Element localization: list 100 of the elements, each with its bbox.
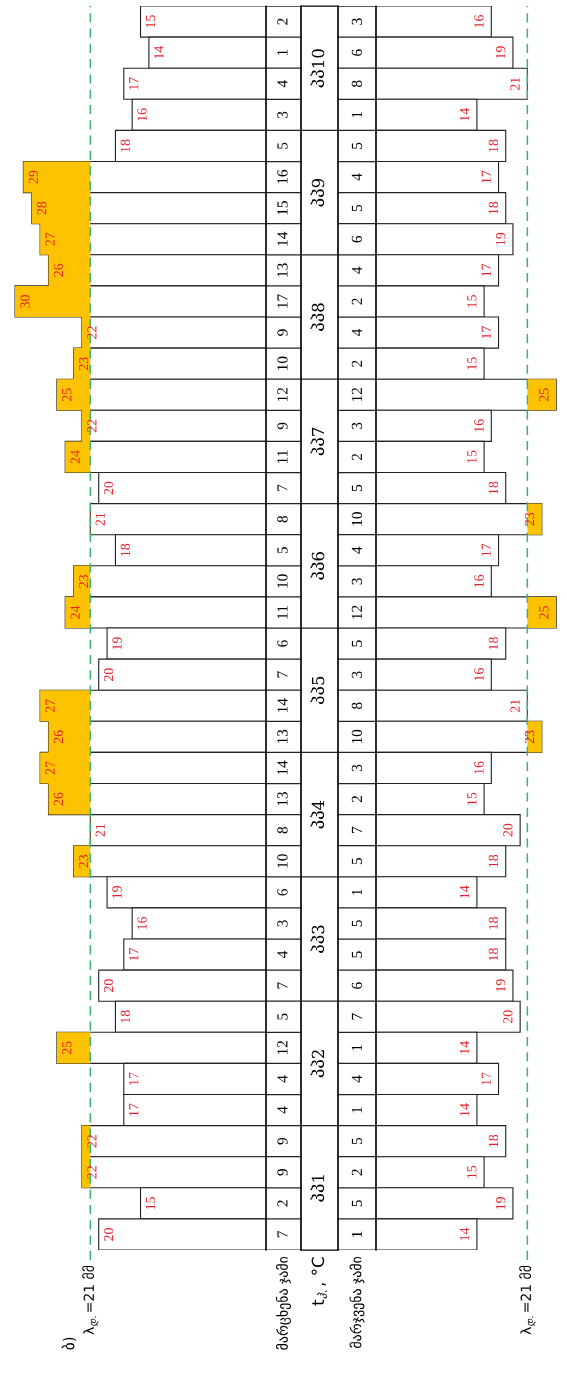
y-tick-label: 13 (277, 263, 288, 277)
y-tick-label: 4 (277, 950, 288, 959)
category-label: პპ3 (310, 925, 325, 953)
data-label: 16 (137, 916, 147, 930)
data-label: 30 (20, 295, 30, 308)
data-label: 23 (78, 357, 89, 370)
y-tick-label: 10 (351, 512, 363, 526)
text: t$_{ჰ.}$, °C (311, 1257, 327, 1306)
ref-line-label: λ$_{დ.}$=21 მმ (82, 1265, 99, 1335)
y-tick-label: 7 (277, 671, 288, 678)
y-tick-label: 1 (351, 1044, 362, 1051)
y-tick-label: 7 (277, 484, 288, 491)
data-label: 15 (467, 295, 477, 308)
y-tick-label: 5 (277, 1013, 288, 1020)
data-label: 14 (154, 45, 164, 59)
data-label: 19 (495, 46, 506, 59)
data-label: 21 (510, 77, 520, 91)
category-label: პპ10 (310, 49, 325, 88)
data-label: 17 (129, 77, 139, 90)
data-label: 17 (481, 1072, 491, 1085)
y-tick-label: 4 (277, 1106, 288, 1114)
data-label: 16 (474, 419, 484, 432)
y-tick-label: 8 (277, 826, 288, 834)
y-tick-label: 5 (351, 951, 363, 958)
data-label: 28 (37, 201, 47, 215)
category-label: პპ2 (310, 1050, 325, 1078)
y-tick-label: 10 (277, 574, 288, 588)
data-label: 15 (145, 1196, 156, 1210)
y-tick-label: 12 (351, 605, 362, 619)
y-tick-label: 11 (277, 450, 288, 463)
y-tick-label: 3 (351, 578, 363, 585)
data-label: 16 (474, 761, 484, 774)
y-tick-label: 10 (351, 729, 363, 744)
y-tick-label: 12 (277, 387, 288, 402)
y-tick-label: 4 (351, 546, 362, 554)
data-label: 19 (112, 885, 122, 899)
y-tick-label: 3 (277, 920, 288, 927)
data-label: 19 (495, 979, 506, 992)
data-label: 20 (503, 823, 513, 837)
y-tick-label: 13 (277, 729, 288, 744)
y-axis-title: მარცხენა ჯამი (276, 1256, 291, 1350)
data-label: 22 (87, 326, 97, 339)
y-tick-label: 5 (351, 1200, 363, 1207)
y-tick-label: 9 (277, 1137, 288, 1145)
data-label: 15 (467, 450, 477, 463)
data-label: 24 (70, 605, 80, 619)
data-label: 17 (129, 948, 139, 961)
data-label: 18 (120, 1010, 131, 1023)
data-label: 15 (467, 1165, 477, 1178)
y-tick-label: 5 (277, 142, 288, 149)
y-tick-label: 2 (351, 453, 362, 461)
data-label: 23 (78, 854, 89, 868)
data-label: 22 (87, 419, 97, 433)
ref-line-label: λ$_{დ.}$=21 მმ (519, 1265, 536, 1335)
y-tick-label: 17 (277, 294, 288, 308)
text: ბ) (61, 1337, 77, 1350)
y-tick-label: 4 (351, 266, 362, 274)
data-label: 15 (467, 792, 477, 805)
data-label: 18 (488, 948, 499, 961)
data-label: 22 (87, 1134, 97, 1148)
data-label: 26 (53, 792, 64, 806)
data-label: 21 (510, 699, 520, 713)
data-label: 21 (95, 824, 105, 837)
data-label: 16 (474, 668, 484, 681)
y-tick-label: 6 (277, 888, 288, 896)
data-label: 17 (129, 1072, 139, 1085)
data-label: 18 (488, 481, 499, 494)
y-tick-label: 3 (351, 764, 363, 772)
data-label: 19 (112, 637, 122, 650)
y-tick-label: 10 (277, 854, 288, 868)
data-label: 23 (524, 730, 535, 744)
y-tick-label: 14 (277, 698, 288, 713)
category-label: პპ1 (310, 1175, 325, 1202)
y-tick-label: 6 (277, 640, 288, 647)
y-tick-label: 5 (351, 1137, 363, 1145)
data-label: 21 (95, 513, 105, 526)
y-axis-title: მარჯვენა ჯამი (349, 1256, 365, 1348)
data-label: 22 (87, 1166, 97, 1179)
y-tick-label: 2 (277, 1200, 288, 1207)
category-label: პპ7 (310, 427, 325, 456)
y-tick-label: 3 (351, 18, 363, 25)
data-label: 23 (78, 574, 89, 588)
data-label: 26 (53, 263, 64, 277)
data-label: 18 (120, 139, 131, 152)
data-label: 27 (45, 699, 55, 713)
data-label: 17 (481, 543, 491, 556)
data-label: 29 (28, 170, 39, 184)
y-tick-label: 2 (351, 796, 362, 803)
y-tick-label: 6 (351, 49, 363, 56)
data-label: 25 (539, 606, 549, 619)
y-tick-label: 6 (351, 235, 363, 243)
y-tick-label: 16 (277, 169, 288, 184)
data-label: 23 (524, 512, 535, 526)
y-tick-label: 4 (277, 1075, 288, 1083)
y-tick-label: 8 (277, 515, 288, 523)
data-label: 18 (488, 917, 499, 930)
y-tick-label: 5 (277, 547, 288, 554)
y-tick-label: 13 (277, 792, 288, 806)
y-tick-label: 12 (351, 387, 362, 402)
y-tick-label: 15 (277, 201, 288, 215)
